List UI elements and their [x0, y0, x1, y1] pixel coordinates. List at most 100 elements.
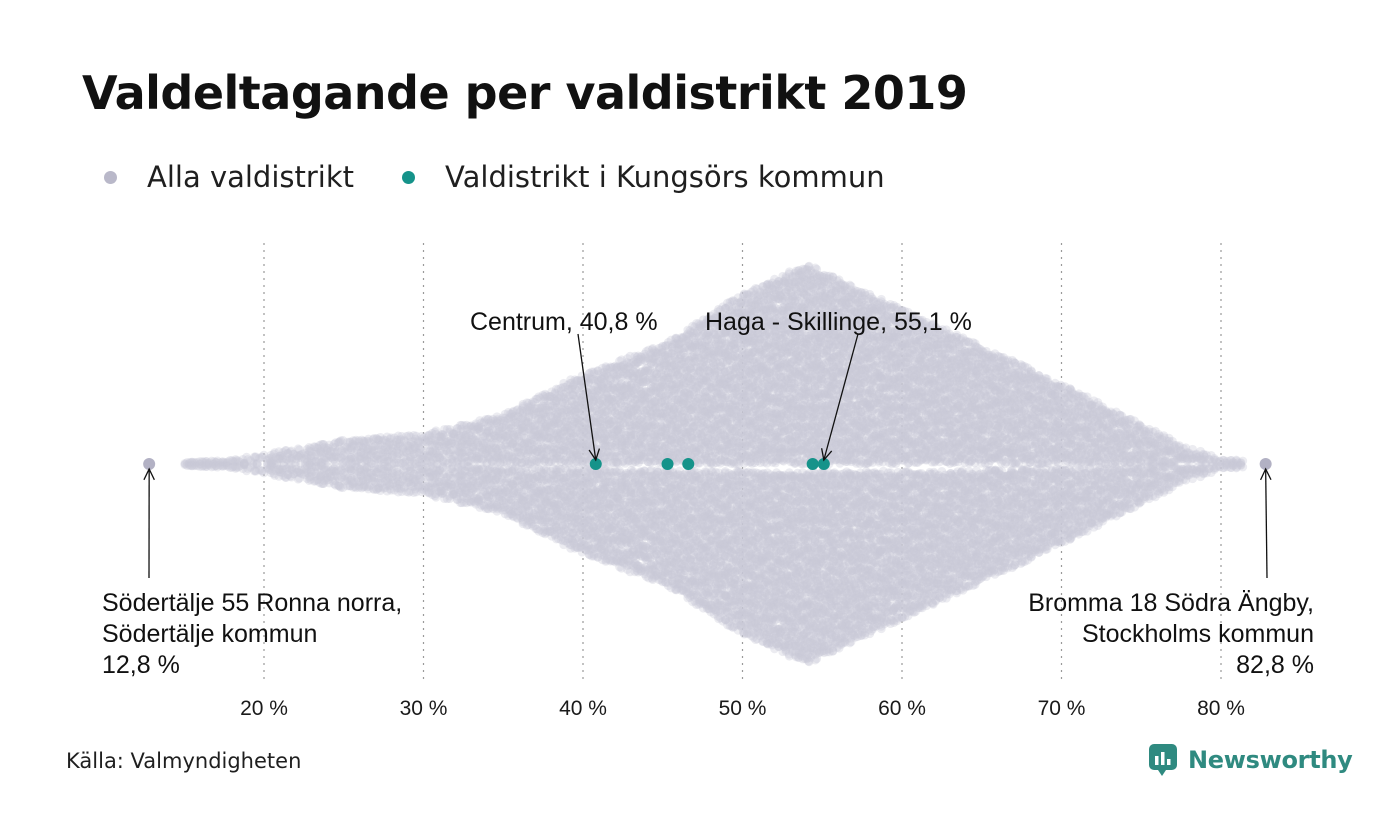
- distribution-point: [227, 463, 237, 472]
- distribution-point: [259, 468, 269, 478]
- distribution-point: [190, 460, 200, 470]
- distribution-point: [270, 471, 280, 480]
- distribution-point: [274, 471, 284, 481]
- distribution-point: [239, 460, 249, 470]
- distribution-point: [267, 466, 277, 476]
- distribution-point: [255, 453, 264, 463]
- distribution-point: [233, 456, 243, 466]
- distribution-point: [195, 461, 204, 471]
- distribution-point: [209, 459, 219, 469]
- distribution-point: [272, 460, 282, 470]
- distribution-point: [274, 465, 284, 474]
- distribution-point: [189, 457, 199, 467]
- distribution-point: [266, 468, 276, 478]
- distribution-point: [201, 462, 210, 471]
- distribution-point: [271, 453, 281, 462]
- distribution-point: [205, 458, 214, 468]
- distribution-point: [239, 460, 249, 469]
- distribution-point: [211, 461, 221, 470]
- distribution-point: [207, 462, 217, 472]
- distribution-point: [192, 457, 202, 467]
- distribution-point: [231, 464, 241, 473]
- distribution-point: [250, 466, 260, 475]
- distribution-point: [257, 466, 267, 476]
- distribution-point: [249, 452, 259, 462]
- distribution-point: [227, 456, 237, 465]
- distribution-point: [225, 456, 235, 465]
- distribution-point: [266, 450, 276, 460]
- distribution-point: [198, 457, 208, 467]
- distribution-point: [266, 458, 276, 467]
- distribution-point: [202, 462, 212, 471]
- distribution-point: [218, 457, 228, 467]
- legend-item-all: Alla valdistrikt: [104, 160, 354, 194]
- distribution-point: [265, 454, 275, 463]
- distribution-point: [228, 456, 238, 466]
- distribution-point: [243, 464, 253, 473]
- distribution-point: [200, 458, 210, 468]
- distribution-point: [181, 459, 190, 469]
- distribution-point: [200, 460, 210, 470]
- distribution-point: [267, 452, 277, 462]
- distribution-point: [187, 461, 197, 471]
- distribution-point: [233, 462, 243, 472]
- distribution-point: [223, 457, 233, 467]
- distribution-point: [184, 458, 194, 468]
- distribution-point: [192, 461, 202, 471]
- distribution-point: [230, 461, 240, 471]
- legend-dot-all: [104, 170, 117, 184]
- legend-label-all: Alla valdistrikt: [147, 160, 355, 194]
- distribution-point: [223, 460, 232, 470]
- distribution-point: [253, 460, 262, 470]
- chart-title: Valdeltagande per valdistrikt 2019: [82, 66, 968, 120]
- distribution-point: [238, 464, 248, 474]
- distribution-point: [209, 457, 219, 467]
- distribution-point: [274, 464, 284, 474]
- distribution-point: [269, 459, 279, 469]
- distribution-point: [251, 466, 261, 476]
- distribution-point: [238, 454, 248, 464]
- distribution-point: [185, 457, 195, 467]
- distribution-point: [262, 455, 272, 465]
- distribution-point: [274, 447, 284, 457]
- distribution-point: [272, 458, 282, 468]
- distribution-point: [267, 460, 277, 470]
- distribution-point: [268, 462, 278, 472]
- distribution-point: [190, 458, 200, 468]
- distribution-point: [180, 459, 190, 468]
- distribution-point: [211, 458, 221, 467]
- distribution-point: [265, 456, 275, 465]
- distribution-point: [209, 459, 219, 469]
- distribution-point: [232, 463, 242, 472]
- distribution-point: [219, 458, 229, 467]
- distribution-point: [266, 461, 276, 470]
- distribution-point: [274, 454, 284, 463]
- distribution-point: [223, 461, 233, 471]
- distribution-point: [243, 455, 253, 464]
- distribution-point: [198, 461, 208, 471]
- distribution-point: [265, 463, 275, 472]
- distribution-point: [258, 452, 267, 462]
- distribution-point: [195, 459, 205, 469]
- distribution-point: [185, 461, 195, 471]
- distribution-point: [201, 457, 210, 466]
- distribution-point: [212, 462, 222, 472]
- distribution-point: [180, 460, 190, 469]
- distribution-point: [240, 460, 250, 470]
- distribution-point: [269, 449, 279, 459]
- distribution-point: [235, 457, 245, 467]
- distribution-point: [217, 457, 227, 467]
- distribution-point: [251, 452, 261, 462]
- distribution-point: [259, 450, 269, 460]
- legend-dot-kungsor: [402, 170, 416, 184]
- distribution-point: [184, 460, 194, 470]
- distribution-point: [211, 461, 221, 471]
- distribution-point: [205, 460, 214, 470]
- distribution-point: [228, 462, 238, 472]
- grid-lines: [263, 243, 1222, 680]
- distribution-point: [242, 466, 251, 476]
- distribution-point: [269, 469, 279, 479]
- distribution-point: [189, 461, 199, 471]
- distribution-point: [221, 460, 231, 470]
